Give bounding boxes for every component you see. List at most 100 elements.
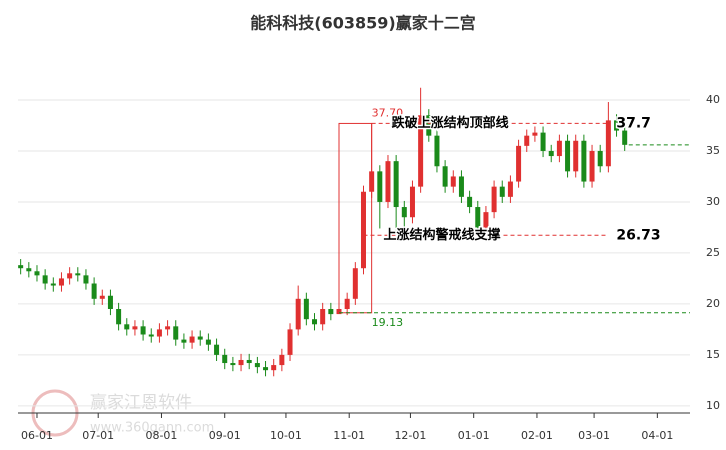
candle-body [581,140,587,182]
candle-body [271,365,277,371]
candle-body [377,171,383,202]
y-tick-label: 10 [706,399,720,412]
candle-body [434,135,440,167]
candle-body [442,166,448,187]
watermark: 赢家江恩软件 www.360gann.com [31,389,214,437]
x-tick-label: 04-01 [641,429,673,442]
candle-body [165,326,171,330]
candle-body [499,186,505,197]
candle-body [91,283,97,299]
candle-body [483,212,489,228]
candle-body [197,336,203,340]
candle-body [426,115,432,136]
candle-body [67,273,73,279]
candle-body [238,359,244,366]
candle-body [573,140,579,172]
candle-body [58,278,64,286]
candle-body [107,295,113,309]
candle-body [124,324,130,330]
candle-body [565,140,571,172]
candle-body [156,329,162,337]
candle-body [173,326,179,340]
candle-body [352,268,358,299]
candle-body [450,176,456,187]
candle-body [222,354,228,364]
candle-body [312,319,318,325]
candle-body [458,176,464,197]
x-tick-label: 06-01 [21,429,53,442]
candle-body [467,196,473,208]
candle-body [360,191,366,269]
x-tick-label: 12-01 [394,429,426,442]
candle-body [328,309,334,315]
candle-body [295,298,301,330]
candle-body [548,150,554,157]
candle-body [385,161,391,202]
x-tick-label: 02-01 [521,429,553,442]
candle-body [205,339,211,345]
candle-body [116,309,122,325]
candle-body [279,354,285,366]
y-tick-label: 40 [706,93,720,106]
candle-body [320,309,326,325]
y-tick-label: 35 [706,144,720,157]
x-tick-label: 09-01 [209,429,241,442]
candle-body [287,329,293,355]
candle-body [214,344,220,355]
candle-body [303,298,309,320]
candle-body [556,140,562,157]
box-low-label: 19.13 [372,316,404,329]
y-tick-label: 25 [706,246,720,259]
candle-body [516,145,522,182]
candle-body [246,359,252,364]
candle-body [34,271,40,276]
candle-body [50,283,56,286]
x-tick-label: 10-01 [270,429,302,442]
candle-body [409,186,415,218]
candle-body [614,120,620,131]
y-tick-label: 30 [706,195,720,208]
candle-body [99,295,105,299]
candle-body [75,273,81,276]
x-tick-label: 01-01 [458,429,490,442]
candle-body [254,363,260,368]
candle-body [622,130,628,145]
x-tick-label: 03-01 [578,429,610,442]
watermark-url: www.360gann.com [90,421,214,436]
candle-body [230,363,236,366]
box-high-label: 37.70 [372,106,404,119]
candle-body [597,150,603,167]
watermark-name: 赢家江恩软件 [90,393,192,413]
candle-body [393,161,399,208]
candle-body [605,120,611,167]
chart-title: 能科科技(603859)赢家十二宫 [250,14,475,33]
candle-body [532,132,538,136]
candle-body [26,268,32,272]
candle-body [540,132,546,151]
level-text: 上涨结构警戒线支撑 [383,227,500,243]
level-text: 跌破上涨结构顶部线 [392,115,509,131]
level-value: 37.7 [616,115,651,131]
candle-body [181,339,187,343]
candle-body [83,275,89,284]
candle-body [418,115,424,187]
x-tick-label: 11-01 [333,429,365,442]
plot [18,87,690,418]
candle-body [148,334,154,337]
candle-body [42,275,48,284]
candle-body [507,181,513,197]
level-value: 26.73 [616,227,660,243]
candle-body [401,207,407,218]
x-tick-label: 07-01 [82,429,114,442]
candle-body [475,207,481,228]
x-tick-label: 08-01 [145,429,177,442]
candle-body [344,298,350,309]
candle-body [189,336,195,343]
candle-body [491,186,497,213]
candle-body [140,326,146,335]
candle-body [263,367,269,371]
y-tick-label: 15 [706,348,720,361]
candle-body [132,326,138,330]
candle-body [18,265,24,269]
